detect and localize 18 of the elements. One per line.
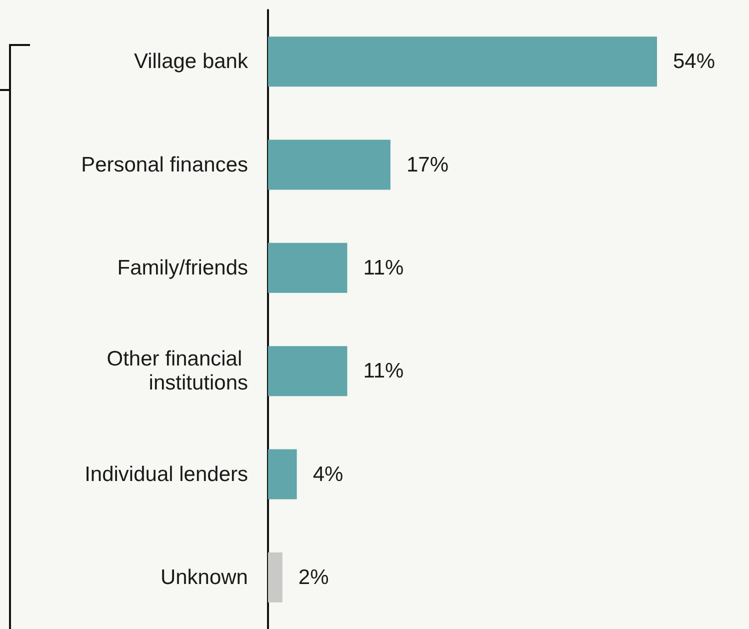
y-tick-label: Unknown: [160, 566, 248, 589]
bar: [268, 346, 348, 396]
bar: [268, 242, 348, 293]
y-tick-label: Family/friends: [117, 256, 248, 280]
data-label: 17%: [406, 153, 448, 176]
bar: [268, 449, 297, 500]
y-tick-label: Village bank: [134, 50, 248, 74]
bar: [268, 36, 657, 87]
bar: [268, 140, 390, 190]
y-tick-label: Personal finances: [81, 153, 248, 176]
data-label: 54%: [673, 50, 716, 74]
data-label: 2%: [298, 566, 329, 589]
data-label: 4%: [312, 462, 344, 486]
data-label: 11%: [363, 360, 404, 383]
bar: [268, 552, 282, 602]
y-tick-label: Individual lenders: [84, 462, 248, 486]
data-label: 11%: [363, 256, 404, 280]
y-tick-label: Other financial institutions: [106, 348, 248, 395]
